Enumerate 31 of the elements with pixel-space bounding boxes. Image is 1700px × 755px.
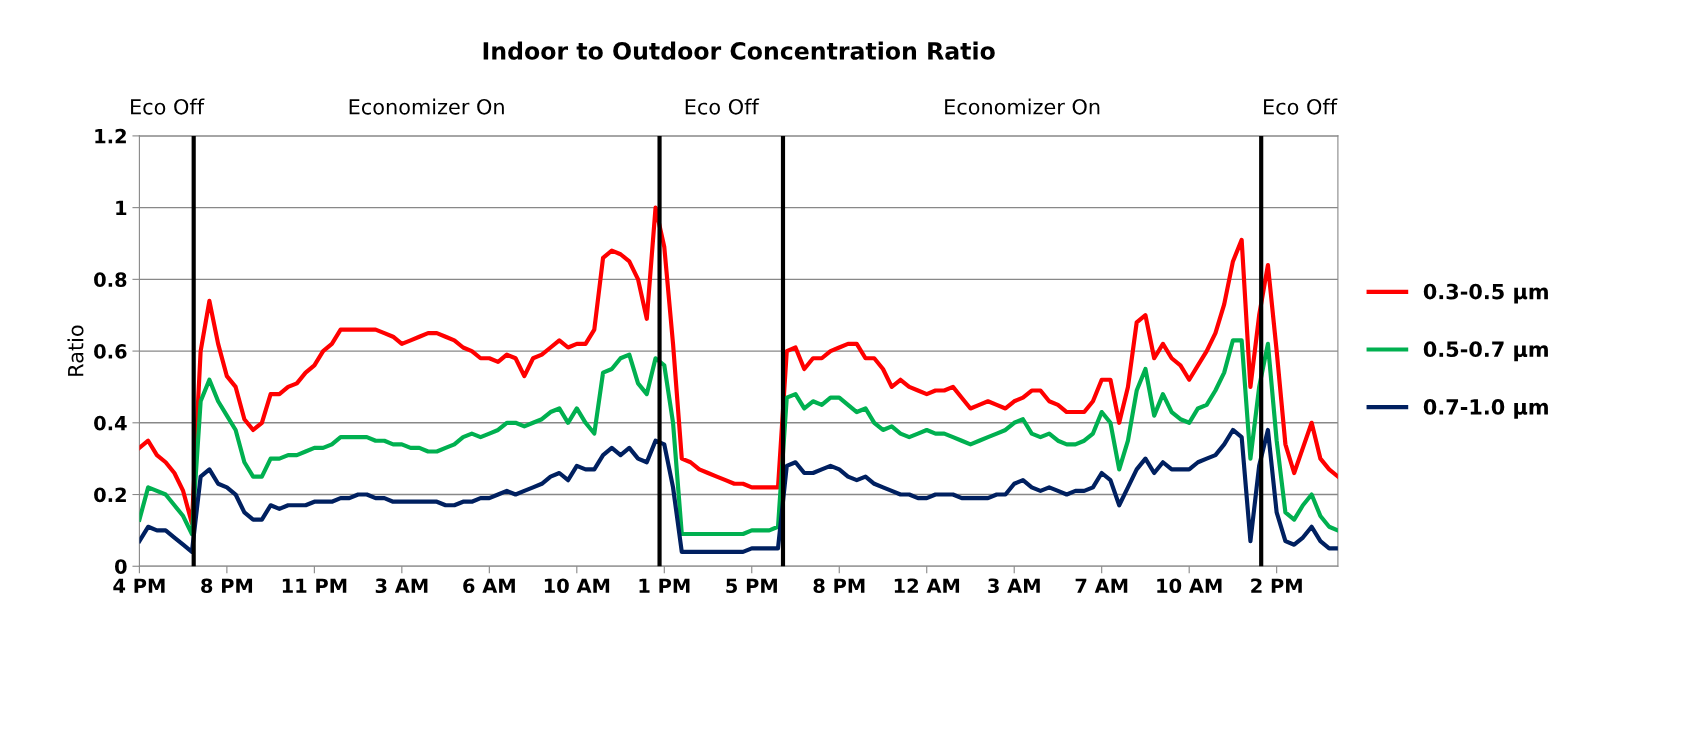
legend-label: 0.5-0.7 µm xyxy=(1423,341,1548,362)
x-tick-label: 3 AM xyxy=(375,578,428,594)
x-tick-label: 11 PM xyxy=(282,578,347,593)
x-tick-label: 12 AM xyxy=(894,578,960,593)
y-tick-label: 0.4 xyxy=(94,415,127,431)
text: Economizer On xyxy=(945,98,1100,115)
x-tick-label: 6 AM xyxy=(463,578,515,594)
x-tick-label: 4 PM xyxy=(113,578,165,593)
x-tick-label: 1 PM xyxy=(639,578,690,593)
y-tick-label: 0 xyxy=(115,559,127,574)
text: Economizer On xyxy=(349,98,504,115)
x-tick-label: 8 PM xyxy=(201,578,253,594)
x-tick-label: 10 AM xyxy=(1157,578,1222,594)
y-axis-title: Ratio xyxy=(67,325,84,376)
y-tick-label: 1 xyxy=(116,200,127,216)
x-tick-label: 5 PM xyxy=(726,578,777,594)
x-tick-label: 3 AM xyxy=(988,578,1040,594)
text: Eco Off xyxy=(131,98,205,115)
y-tick-label: 0.8 xyxy=(94,272,127,288)
y-tick-label: 0.6 xyxy=(94,344,127,359)
y-tick-label: 1.2 xyxy=(95,128,126,144)
text: Eco Off xyxy=(1264,98,1338,115)
x-tick-label: 7 AM xyxy=(1075,578,1128,593)
legend-label: 0.3-0.5 µm xyxy=(1423,283,1548,304)
y-tick-label: 0.2 xyxy=(94,487,126,503)
x-tick-label: 10 AM xyxy=(544,578,610,594)
x-tick-label: 8 PM xyxy=(813,578,865,594)
x-tick-label: 2 PM xyxy=(1251,578,1302,593)
text: Eco Off xyxy=(685,98,760,115)
chart-title: Indoor to Outdoor Concentration Ratio xyxy=(483,41,995,60)
legend-label: 0.7-1.0 µm xyxy=(1423,399,1548,419)
